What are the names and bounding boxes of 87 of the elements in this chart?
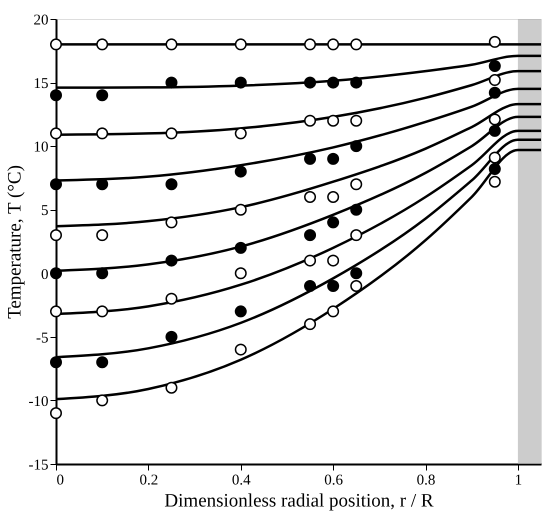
point xyxy=(327,191,340,203)
point xyxy=(165,178,178,190)
point xyxy=(165,330,178,343)
x-tick-label: 0.2 xyxy=(140,472,158,488)
y-tick-label: -10 xyxy=(28,394,48,410)
point xyxy=(327,38,340,50)
point xyxy=(96,89,108,102)
point xyxy=(96,38,108,50)
point xyxy=(350,178,362,190)
y-tick-label: -15 xyxy=(28,458,48,474)
point xyxy=(234,305,247,318)
x-tick-label: 0.6 xyxy=(324,472,344,488)
point xyxy=(327,254,340,267)
point xyxy=(304,76,316,89)
point xyxy=(96,127,108,140)
point xyxy=(304,152,316,165)
point xyxy=(165,38,178,50)
point xyxy=(96,267,108,280)
y-tick-label: 15 xyxy=(34,76,48,92)
point xyxy=(488,152,501,164)
point xyxy=(488,86,501,99)
point xyxy=(304,318,316,330)
point xyxy=(327,216,340,228)
point xyxy=(304,114,316,127)
x-tick-label: 1 xyxy=(514,472,522,488)
point xyxy=(165,216,178,228)
point xyxy=(327,280,340,292)
y-tick-label: 20 xyxy=(34,12,48,28)
point xyxy=(327,76,340,89)
y-axis-title: Temperature, T (°C) xyxy=(4,165,26,319)
point xyxy=(488,163,501,176)
point xyxy=(350,114,362,127)
point xyxy=(350,267,362,280)
point xyxy=(50,267,62,280)
y-tick-label: 5 xyxy=(41,203,48,220)
point xyxy=(50,305,62,318)
point xyxy=(50,89,62,102)
point xyxy=(50,178,62,190)
point xyxy=(350,140,362,152)
point xyxy=(165,292,178,305)
point xyxy=(50,38,62,50)
point xyxy=(234,204,247,216)
point xyxy=(234,127,247,140)
point xyxy=(304,280,316,292)
point xyxy=(234,166,247,178)
y-tick-label: 0 xyxy=(41,266,48,283)
point xyxy=(96,305,108,318)
point xyxy=(488,74,501,86)
point xyxy=(234,242,247,254)
y-tick-label: 10 xyxy=(34,140,48,156)
x-axis-title: Dimensionless radial position, r / R xyxy=(164,490,434,512)
x-tick-label: 0.8 xyxy=(416,472,436,488)
point xyxy=(304,191,316,203)
point xyxy=(304,38,316,50)
point xyxy=(488,36,501,48)
point xyxy=(96,394,108,406)
point xyxy=(165,127,178,140)
point xyxy=(96,229,108,242)
point xyxy=(234,38,247,50)
point xyxy=(234,267,247,280)
point xyxy=(165,76,178,89)
point xyxy=(327,152,340,165)
point xyxy=(234,76,247,89)
point xyxy=(350,280,362,292)
point xyxy=(327,305,340,318)
point xyxy=(165,254,178,267)
point xyxy=(350,229,362,242)
point xyxy=(327,114,340,127)
point xyxy=(488,176,501,188)
point xyxy=(350,76,362,89)
x-tick-label: 0.4 xyxy=(232,472,252,488)
point xyxy=(488,113,501,126)
point xyxy=(350,38,362,50)
point xyxy=(50,407,62,420)
point xyxy=(304,254,316,267)
point xyxy=(350,204,362,216)
point xyxy=(234,344,247,356)
y-tick-label: -5 xyxy=(36,330,48,346)
point xyxy=(50,229,62,242)
point xyxy=(488,124,501,137)
point xyxy=(165,382,178,394)
point xyxy=(488,60,501,72)
point xyxy=(96,356,108,368)
x-tick-label: 0 xyxy=(56,472,64,488)
point xyxy=(50,127,62,140)
point xyxy=(304,229,316,242)
point xyxy=(50,356,62,368)
